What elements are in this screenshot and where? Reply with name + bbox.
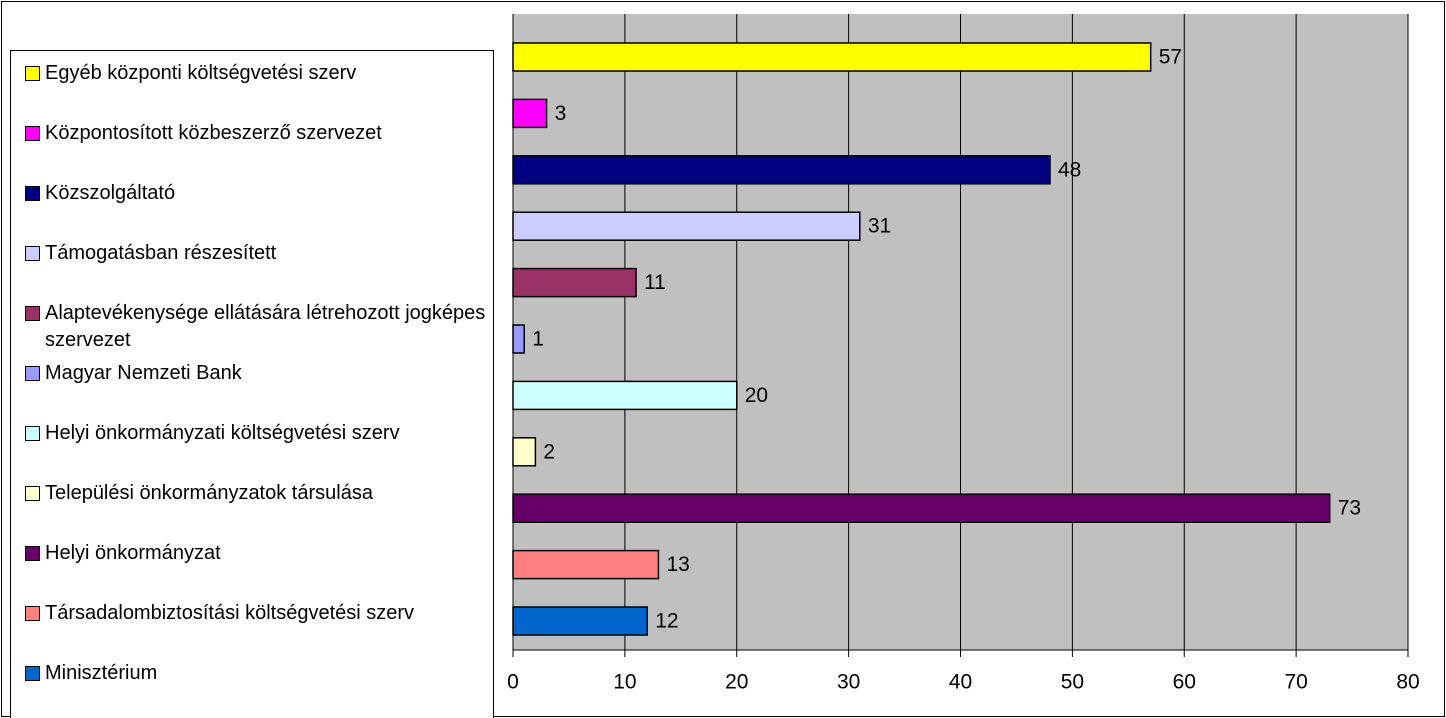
legend: Egyéb központi költségvetési szerv Közpon… <box>10 50 494 718</box>
bar <box>512 267 637 298</box>
legend-label: Egyéb központi költségvetési szerv <box>45 62 357 84</box>
legend-swatch <box>25 426 40 441</box>
legend-label: Központosított közbeszerző szervezet <box>45 122 382 144</box>
legend-item: Minisztérium <box>25 660 490 687</box>
legend-item: Helyi önkormányzat <box>25 540 490 567</box>
x-tick-label: 30 <box>837 671 860 694</box>
legend-swatch <box>25 186 40 201</box>
data-label: 1 <box>532 328 544 351</box>
bar <box>512 493 1331 523</box>
legend-item: Helyi önkormányzati költségvetési szerv <box>25 420 490 447</box>
legend-label: Magyar Nemzeti Bank <box>45 362 242 384</box>
x-tick-label: 50 <box>1061 671 1084 694</box>
data-label: 20 <box>745 384 768 407</box>
legend-swatch <box>25 66 40 81</box>
x-tick-label: 20 <box>725 671 748 694</box>
data-label: 48 <box>1058 158 1081 181</box>
bar <box>512 324 525 354</box>
bar <box>512 211 861 241</box>
x-tick-label: 10 <box>613 671 636 694</box>
bar <box>512 606 648 636</box>
legend-label: Alaptevékenysége ellátására létrehozott … <box>45 302 486 351</box>
legend-item: Alaptevékenysége ellátására létrehozott … <box>25 300 490 354</box>
x-tick-label: 0 <box>507 671 519 694</box>
data-label: 31 <box>868 215 891 238</box>
x-tick-label: 70 <box>1284 671 1307 694</box>
legend-item: Támogatásban részesített <box>25 240 490 267</box>
bar <box>512 380 738 411</box>
legend-swatch <box>25 306 40 321</box>
bar <box>512 98 548 129</box>
x-tick-label: 80 <box>1396 671 1419 694</box>
data-label: 11 <box>644 271 666 294</box>
legend-item: Központosított közbeszerző szervezet <box>25 120 490 147</box>
legend-swatch <box>25 126 40 141</box>
legend-label: Települési önkormányzatok társulása <box>45 482 373 504</box>
legend-item: Települési önkormányzatok társulása <box>25 480 490 507</box>
legend-item: Társadalombiztosítási költségvetési szer… <box>25 600 490 627</box>
data-label: 13 <box>666 553 689 576</box>
legend-label: Társadalombiztosítási költségvetési szer… <box>45 602 415 624</box>
legend-swatch <box>25 606 40 621</box>
legend-item: Közszolgáltató <box>25 180 490 207</box>
legend-swatch <box>25 246 40 261</box>
data-label: 73 <box>1338 497 1361 520</box>
legend-label: Helyi önkormányzat <box>45 542 221 564</box>
legend-label: Minisztérium <box>45 662 158 684</box>
legend-item: Magyar Nemzeti Bank <box>25 360 490 387</box>
bar <box>512 155 1051 185</box>
data-label: 57 <box>1159 46 1182 69</box>
legend-swatch <box>25 546 40 561</box>
legend-swatch <box>25 366 40 381</box>
data-label: 2 <box>543 440 555 463</box>
legend-label: Közszolgáltató <box>45 182 176 204</box>
x-tick-label: 40 <box>949 671 972 694</box>
bar <box>512 42 1152 72</box>
bar <box>512 549 660 580</box>
x-tick-label: 60 <box>1173 671 1196 694</box>
data-label: 3 <box>555 102 567 125</box>
bar <box>512 437 537 467</box>
legend-item: Egyéb központi költségvetési szerv <box>25 60 490 87</box>
legend-label: Helyi önkormányzati költségvetési szerv <box>45 422 400 444</box>
legend-swatch <box>25 666 40 681</box>
data-label: 12 <box>655 610 678 633</box>
legend-label: Támogatásban részesített <box>45 242 277 264</box>
legend-swatch <box>25 486 40 501</box>
